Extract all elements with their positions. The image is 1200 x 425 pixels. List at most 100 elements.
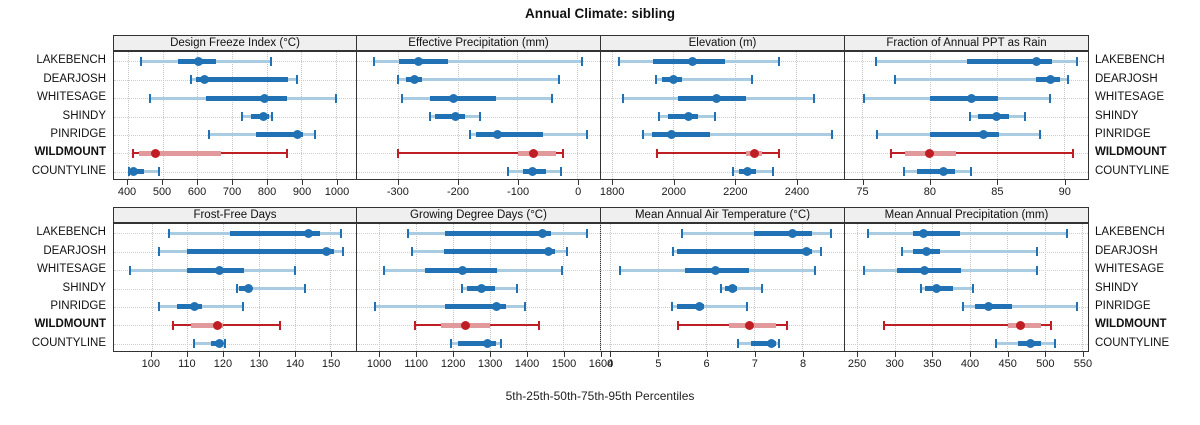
x-tick [658,352,660,357]
whisker-cap [778,148,781,158]
x-tick-label: 4 [607,358,614,370]
x-tick-label: 2400 [784,186,810,198]
whisker-cap [820,247,823,257]
grid-line-horizontal [114,288,356,290]
grid-line-horizontal [357,171,600,173]
percentile-caption: 5th-25th-50th-75th-95th Percentiles [505,389,695,403]
x-tick [490,352,492,357]
panel-body-growing-degree-days-c [357,223,601,352]
whisker-cap [676,320,679,330]
whisker-cap [566,247,569,257]
x-tick [162,180,163,185]
median-dot [925,148,935,158]
grid-line-vertical [706,224,708,351]
median-dot [742,167,752,177]
median-dot [409,75,419,85]
median-dot [667,130,677,140]
x-tick [754,352,756,357]
median-dot [476,284,486,293]
row-label-shindy: SHINDY [1095,281,1139,294]
whisker-cap [1054,339,1056,349]
row-label-dearjosh: DEARJOSH [1095,244,1158,257]
x-tick-label: 6 [703,358,710,370]
x-tick [1064,180,1066,185]
whisker-cap [537,320,540,330]
x-tick-label: 8 [799,358,807,370]
iqr-band-25-75 [754,230,812,236]
x-tick [150,352,152,357]
grid-line-vertical [612,52,614,179]
whisker-cap [586,130,589,140]
x-tick-label: 1400 [514,358,540,370]
median-dot [983,302,993,312]
whisker-cap [731,167,734,177]
iqr-band-25-75 [445,230,552,236]
iqr-band-25-75 [929,95,999,101]
whisker-cap [397,75,400,85]
iqr-band-25-75 [475,132,544,138]
whisker-cap [341,247,344,257]
whisker-cap [414,320,417,330]
x-tick-label: 1000 [324,186,350,198]
median-dot [243,284,253,293]
x-tick-label: 85 [991,186,1004,198]
whisker-cap [279,320,282,330]
median-dot [537,228,547,238]
x-tick-label: 1600 [588,358,614,370]
median-dot [918,228,928,238]
row-label-pinridge: PINRIDGE [50,127,106,140]
x-tick [932,352,934,357]
whisker-cap [830,228,833,238]
iqr-band-25-75 [443,249,556,255]
median-dot [992,112,1002,121]
x-tick [302,180,304,185]
x-tick [564,352,566,357]
grid-line-vertical [600,224,601,351]
iqr-band-25-75 [912,230,960,236]
x-tick-label: 1300 [477,358,503,370]
median-dot [711,265,721,275]
x-tick [612,180,614,185]
whisker-cap [971,284,974,293]
whisker-cap [670,302,673,312]
iqr-band-25-75 [187,249,334,255]
whisker-cap [374,302,377,312]
median-dot [931,284,941,293]
range-band-5-95 [656,152,780,155]
whisker-cap [883,320,885,330]
whisker-cap [429,112,432,121]
x-tick [796,180,798,185]
panel-title: Frost-Free Days [193,209,277,221]
x-tick-label: 5 [655,358,662,370]
panel-body-mean-annual-air-temperature-c [601,223,845,352]
median-dot [669,75,679,85]
whisker-cap [772,167,775,177]
whisker-cap [919,284,922,293]
x-tick [397,180,399,185]
median-dot [1032,56,1042,66]
whisker-cap [1049,93,1052,103]
x-tick-label: 80 [923,186,937,198]
median-dot [728,284,738,293]
iqr-band-25-75 [256,132,304,138]
panel-title: Fraction of Annual PPT as Rain [886,37,1047,49]
median-dot [529,148,539,158]
iqr-band-25-75 [929,132,1000,138]
whisker-cap [778,339,781,349]
range-band-5-95 [373,59,583,63]
x-tick-label: 110 [178,358,196,370]
range-band-5-95 [129,170,160,174]
median-dot [460,320,470,330]
median-dot [492,130,502,140]
x-tick-label: 500 [1036,358,1055,370]
x-tick [1007,352,1009,357]
row-label-countyline: COUNTYLINE [1095,164,1170,177]
iqr-band-25-75 [917,169,956,175]
grid-line-vertical [802,224,804,351]
range-band-5-95 [194,342,225,346]
whisker-cap [148,93,151,103]
whisker-cap [314,130,317,140]
median-dot [292,130,302,140]
grid-line-vertical [151,224,153,351]
x-tick-label: 450 [998,358,1017,370]
